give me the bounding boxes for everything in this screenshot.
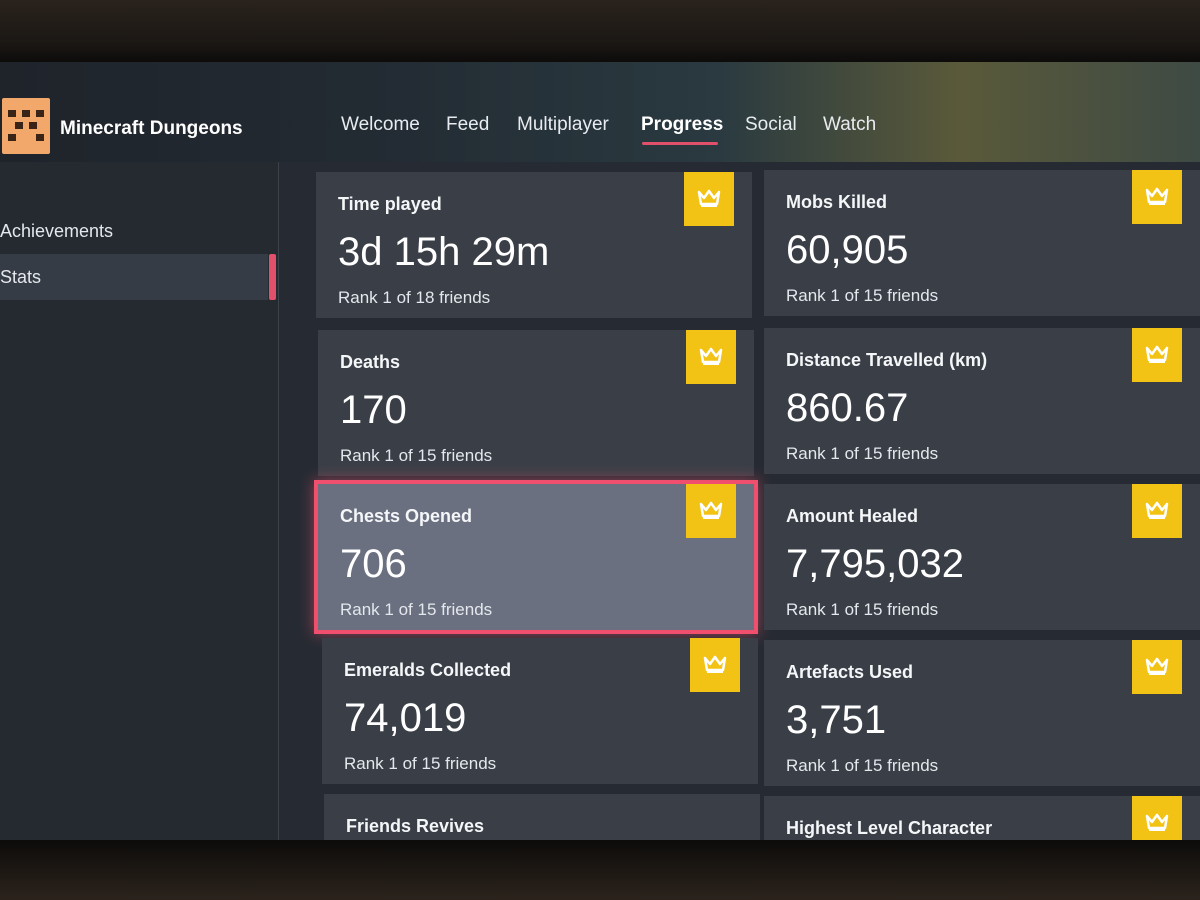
stat-card-artefacts-used[interactable]: Artefacts Used 3,751 Rank 1 of 15 friend… xyxy=(764,640,1200,786)
stat-title: Distance Travelled (km) xyxy=(786,350,988,370)
stat-rank: Rank 1 of 15 friends xyxy=(340,446,493,465)
app-window: Minecraft Dungeons Welcome Feed Multipla… xyxy=(0,62,1200,840)
stat-rank: Rank 1 of 15 friends xyxy=(344,754,497,773)
photo-bottom-edge xyxy=(0,840,1200,900)
crown-icon xyxy=(1145,657,1169,675)
stat-rank: Rank 1 of 15 friends xyxy=(786,756,939,775)
stat-title: Mobs Killed xyxy=(786,192,888,212)
stat-card-highest-level-character[interactable]: Highest Level Character xyxy=(764,796,1200,840)
crown-icon xyxy=(703,655,727,673)
crown-icon xyxy=(1145,345,1169,363)
tab-welcome[interactable]: Welcome xyxy=(341,114,420,135)
stat-card-time-played[interactable]: Time played 3d 15h 29m Rank 1 of 18 frie… xyxy=(316,172,752,318)
sidebar-item-achievements[interactable]: Achievements xyxy=(0,208,268,254)
stat-value: 74,019 xyxy=(344,696,467,740)
stat-card-distance-travelled[interactable]: Distance Travelled (km) 860.67 Rank 1 of… xyxy=(764,328,1200,474)
stat-card-amount-healed[interactable]: Amount Healed 7,795,032 Rank 1 of 15 fri… xyxy=(764,484,1200,630)
active-tab-underline xyxy=(642,142,718,145)
stat-title: Deaths xyxy=(340,352,401,372)
stat-title: Emeralds Collected xyxy=(344,660,512,680)
rank-badge xyxy=(1132,484,1182,538)
stat-rank: Rank 1 of 15 friends xyxy=(786,600,939,619)
sidebar: Achievements Stats xyxy=(0,162,279,840)
stat-rank: Rank 1 of 15 friends xyxy=(340,600,493,619)
crown-icon xyxy=(697,189,721,207)
stat-rank: Rank 1 of 15 friends xyxy=(786,286,939,305)
tab-watch[interactable]: Watch xyxy=(823,114,877,135)
stat-title: Friends Revives xyxy=(346,816,485,836)
sidebar-item-label: Stats xyxy=(0,267,42,287)
stat-value: 706 xyxy=(340,542,407,586)
stat-title: Chests Opened xyxy=(340,506,473,526)
stat-card-emeralds-collected[interactable]: Emeralds Collected 74,019 Rank 1 of 15 f… xyxy=(322,638,758,784)
stat-rank: Rank 1 of 18 friends xyxy=(338,288,491,307)
rank-badge xyxy=(1132,328,1182,382)
selected-indicator xyxy=(269,254,276,300)
stat-value: 170 xyxy=(340,388,407,432)
stat-card-deaths[interactable]: Deaths 170 Rank 1 of 15 friends xyxy=(318,330,754,476)
stat-card-chests-opened[interactable]: Chests Opened 706 Rank 1 of 15 friends xyxy=(314,480,758,634)
crown-icon xyxy=(699,501,723,519)
dungeons-logo-icon xyxy=(2,98,50,154)
sidebar-item-stats[interactable]: Stats xyxy=(0,254,276,300)
rank-badge xyxy=(686,484,736,538)
tab-feed[interactable]: Feed xyxy=(446,114,490,135)
tab-social[interactable]: Social xyxy=(745,114,797,135)
rank-badge xyxy=(686,330,736,384)
app-title: Minecraft Dungeons xyxy=(60,118,243,139)
sidebar-item-label: Achievements xyxy=(0,221,114,241)
tab-multiplayer[interactable]: Multiplayer xyxy=(517,114,609,135)
crown-icon xyxy=(699,347,723,365)
crown-icon xyxy=(1145,501,1169,519)
rank-badge xyxy=(684,172,734,226)
stat-card-mobs-killed[interactable]: Mobs Killed 60,905 Rank 1 of 15 friends xyxy=(764,170,1200,316)
crown-icon xyxy=(1145,187,1169,205)
rank-badge xyxy=(690,638,740,692)
crown-icon xyxy=(1145,813,1169,831)
stat-rank: Rank 1 of 15 friends xyxy=(786,444,939,463)
stat-title: Amount Healed xyxy=(786,506,919,526)
photo-top-edge xyxy=(0,0,1200,62)
stat-value: 860.67 xyxy=(786,386,909,430)
stat-value: 60,905 xyxy=(786,228,909,272)
stat-card-friends-revives[interactable]: Friends Revives xyxy=(324,794,760,840)
tab-progress[interactable]: Progress xyxy=(641,114,724,145)
app-header: Minecraft Dungeons Welcome Feed Multipla… xyxy=(0,62,1200,162)
tab-progress-label: Progress xyxy=(641,114,724,135)
stat-title: Time played xyxy=(338,194,442,214)
stat-value: 3d 15h 29m xyxy=(338,230,550,274)
stat-title: Artefacts Used xyxy=(786,662,914,682)
stat-value: 3,751 xyxy=(786,698,887,742)
rank-badge xyxy=(1132,640,1182,694)
rank-badge xyxy=(1132,170,1182,224)
stat-title: Highest Level Character xyxy=(786,818,993,838)
rank-badge xyxy=(1132,796,1182,840)
stat-value: 7,795,032 xyxy=(786,542,964,586)
